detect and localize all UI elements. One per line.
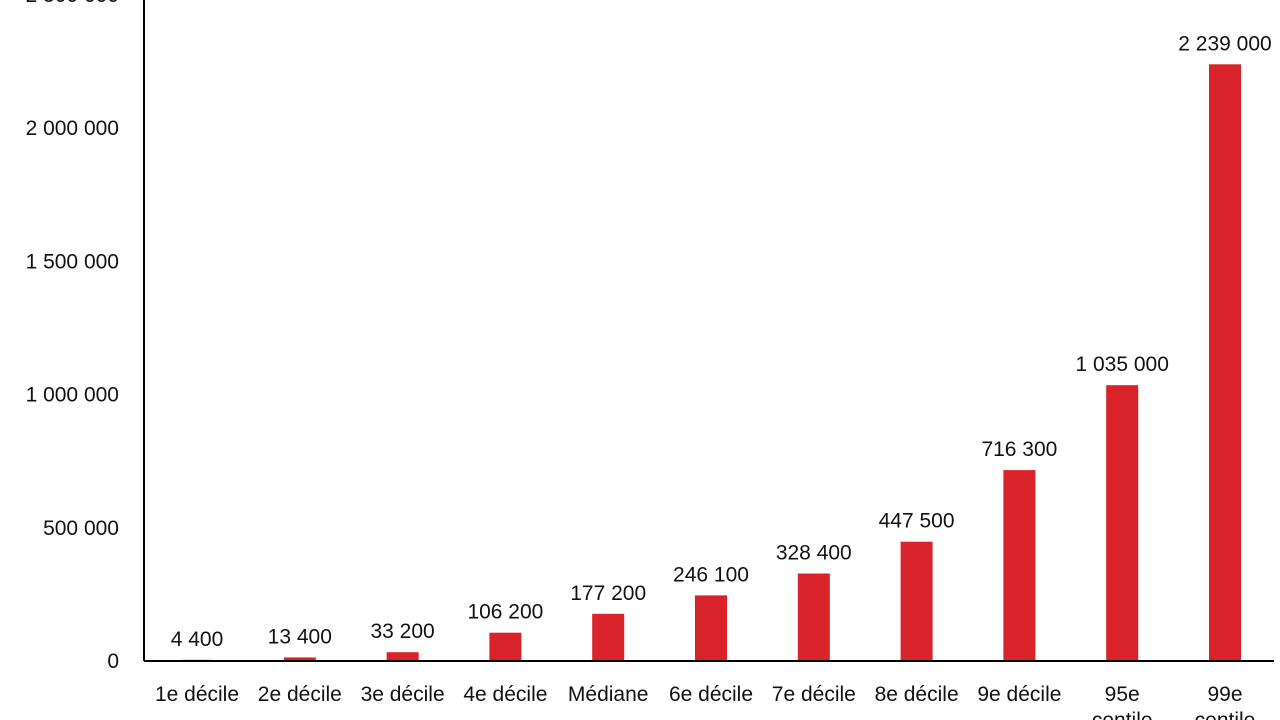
x-category-label: 1e décile <box>155 683 239 706</box>
x-category-label: 4e décile <box>463 683 547 706</box>
bars <box>181 64 1241 662</box>
data-label: 13 400 <box>268 625 332 648</box>
bar <box>489 632 522 661</box>
x-category-label: 9e décile <box>977 683 1061 706</box>
y-tick-label: 2 500 000 <box>26 0 119 7</box>
data-label: 447 500 <box>879 510 955 533</box>
data-label: 716 300 <box>981 438 1057 461</box>
x-category-label: 95ecentile <box>1092 683 1153 720</box>
x-category-label: 3e décile <box>361 683 445 706</box>
x-category-label: 2e décile <box>258 683 342 706</box>
bar <box>695 595 727 661</box>
bar <box>900 541 933 661</box>
y-tick-label: 1 500 000 <box>26 250 119 273</box>
data-label: 246 100 <box>673 563 749 586</box>
data-label: 106 200 <box>467 601 543 624</box>
x-axis: 1e décile 2e décile 3e décile 4e décile Médi… <box>144 660 1274 720</box>
x-category-label: 6e décile <box>669 683 753 706</box>
data-labels: 4 400 13 400 33 200 106 200 177 200 246 100 32… <box>171 32 1272 651</box>
x-category-label: 7e décile <box>772 683 856 706</box>
y-tick-label: 2 000 000 <box>26 117 119 140</box>
data-label: 33 200 <box>370 620 434 643</box>
bar <box>283 657 316 661</box>
x-category-label: Médiane <box>568 683 649 706</box>
y-tick-label: 500 000 <box>43 517 119 540</box>
data-label: 328 400 <box>776 542 852 565</box>
bar <box>592 613 625 661</box>
bar <box>386 652 419 661</box>
y-tick-label: 0 <box>107 650 119 673</box>
bar <box>1003 470 1036 661</box>
data-label: 4 400 <box>171 628 224 651</box>
x-category-label: 8e décile <box>875 683 959 706</box>
data-label: 1 035 000 <box>1075 353 1168 376</box>
data-label: 177 200 <box>570 582 646 605</box>
x-category-label: 99ecentile <box>1195 683 1256 720</box>
bar <box>1209 64 1241 662</box>
bar <box>797 573 830 661</box>
bar <box>1106 385 1139 661</box>
y-axis: 0 500 000 1 000 000 1 500 000 2 000 000 2 500… <box>26 0 145 673</box>
data-label: 2 239 000 <box>1178 32 1271 55</box>
y-tick-label: 1 000 000 <box>26 384 119 407</box>
